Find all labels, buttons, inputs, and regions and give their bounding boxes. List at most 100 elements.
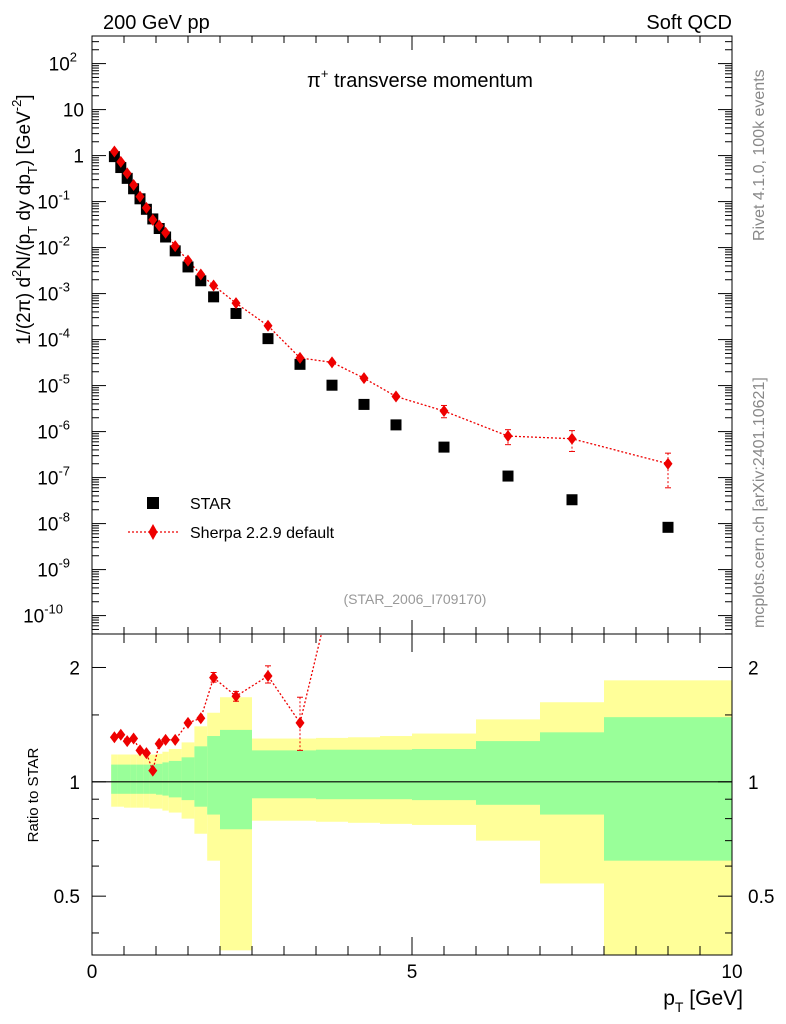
sherpa-point [148, 213, 158, 226]
uncertainty-band-inner [117, 764, 124, 794]
star-point [358, 398, 370, 410]
uncertainty-band-inner [130, 764, 137, 794]
uncertainty-band-inner [149, 764, 156, 794]
legend-sherpa-label: Sherpa 2.2.9 default [190, 525, 335, 542]
uncertainty-band-inner [124, 764, 131, 794]
sherpa-point [141, 201, 151, 214]
main-y-tick-label: 10-5 [37, 372, 70, 398]
sherpa-point [359, 372, 369, 385]
sherpa-point [154, 219, 164, 232]
main-y-tick-label: 10-8 [37, 510, 70, 536]
ratio-sherpa-point [209, 671, 219, 684]
ratio-sherpa-point [109, 731, 119, 744]
main-y-label: 1/(2π) d2N/(pT dy dpT) [GeV-2] [9, 94, 40, 345]
legend: STAR Sherpa 2.2.9 default [128, 496, 335, 542]
sherpa-point [116, 155, 126, 168]
sherpa-point [503, 430, 513, 443]
ratio-sherpa-point [231, 690, 241, 703]
sherpa-point [196, 268, 206, 281]
legend-star-label: STAR [190, 496, 231, 513]
uncertainty-band-inner [136, 764, 144, 794]
sherpa-point [129, 178, 139, 191]
ratio-sherpa-point [183, 716, 193, 729]
sherpa-point [122, 167, 132, 180]
star-point [502, 470, 514, 482]
ratio-sherpa-point [129, 732, 139, 745]
legend-star-marker [147, 497, 159, 509]
main-y-tick-label: 10-2 [37, 234, 70, 260]
main-y-tick-label: 10-6 [37, 418, 70, 444]
ratio-sherpa-point [263, 669, 273, 682]
uncertainty-band-inner [220, 729, 252, 830]
main-frame [91, 35, 733, 635]
sherpa-point [231, 297, 241, 310]
main-y-tick-label: 10-9 [37, 556, 70, 582]
uncertainty-band-inner [181, 757, 195, 801]
ratio-sherpa-point [161, 733, 171, 746]
uncertainty-band-inner [252, 750, 284, 799]
ratio-axes: 0.5 0.5 1 1 2 2 0 5 10 [54, 634, 774, 983]
sherpa-point [135, 190, 145, 203]
main-y-tick-label: 10 [63, 101, 84, 122]
uncertainty-band-inner [284, 750, 316, 799]
sherpa-point [183, 254, 193, 267]
ratio-sherpa-point [196, 712, 206, 725]
uncertainty-band-inner [380, 749, 412, 800]
star-point [390, 419, 402, 431]
header-right: Soft QCD [646, 12, 732, 34]
star-point [294, 358, 306, 370]
main-y-tick-label: 10-10 [23, 602, 63, 628]
sherpa-point [567, 432, 577, 445]
star-point [566, 494, 578, 506]
star-point [326, 379, 338, 391]
star-point [182, 261, 194, 273]
uncertainty-band-inner [207, 736, 220, 815]
ratio-y-tick-label: 1 [69, 773, 80, 794]
main-y-tick-label: 10-1 [37, 188, 70, 214]
main-y-tick-label: 10-4 [37, 326, 70, 352]
ratio-sherpa-point [148, 764, 158, 777]
ratio-y-label: Ratio to STAR [25, 747, 42, 842]
x-tick-label: 0 [87, 962, 98, 983]
sherpa-point [161, 226, 171, 239]
ratio-y-tick-label-right: 2 [748, 658, 759, 679]
sherpa-point [295, 351, 305, 364]
uncertainty-band-inner [162, 762, 169, 796]
star-point [195, 275, 207, 287]
star-point [662, 521, 674, 533]
uncertainty-band-inner [476, 741, 540, 805]
ratio-y-tick-label: 2 [69, 658, 80, 679]
uncertainty-band-inner [111, 764, 118, 794]
sherpa-point [663, 457, 673, 470]
main-y-tick-label: 10-3 [37, 280, 70, 306]
ratio-y-tick-label-right: 0.5 [748, 887, 774, 908]
sherpa-point [109, 145, 119, 158]
uncertainty-band-inner [316, 749, 348, 800]
star-point [230, 307, 242, 319]
main-y-tick-label: 1 [73, 147, 84, 168]
uncertainty-band-inner [604, 717, 732, 861]
star-point [438, 441, 450, 453]
mcplots-label: mcplots.cern.ch [arXiv:2401.10621] [751, 377, 768, 628]
ratio-plot-area [92, 634, 732, 955]
sherpa-point [263, 319, 273, 332]
uncertainty-band-inner [168, 760, 182, 798]
ratio-sherpa-point [141, 747, 151, 760]
ratio-sherpa-point [170, 733, 180, 746]
star-point [208, 291, 220, 303]
main-panel: 10-10 10-9 10-8 10-7 10-6 10-5 10-4 10-3 10-2 10-… [9, 35, 733, 635]
main-y-tick-label: 102 [49, 50, 77, 76]
ratio-sherpa-point [295, 716, 305, 729]
x-tick-label: 10 [721, 962, 742, 983]
uncertainty-band-inner [143, 764, 150, 794]
sherpa-point [170, 240, 180, 253]
main-y-axis: 10-10 10-9 10-8 10-7 10-6 10-5 10-4 10-3 10-2 10-… [23, 36, 733, 635]
x-axis-label: pT [GeV] [663, 987, 743, 1015]
main-plot-area [108, 145, 674, 533]
x-tick-label: 5 [407, 962, 418, 983]
sherpa-point [327, 356, 337, 369]
star-point [262, 333, 274, 345]
rivet-version-label: Rivet 4.1.0, 100k events [751, 69, 768, 241]
legend-sherpa-marker [148, 524, 158, 540]
